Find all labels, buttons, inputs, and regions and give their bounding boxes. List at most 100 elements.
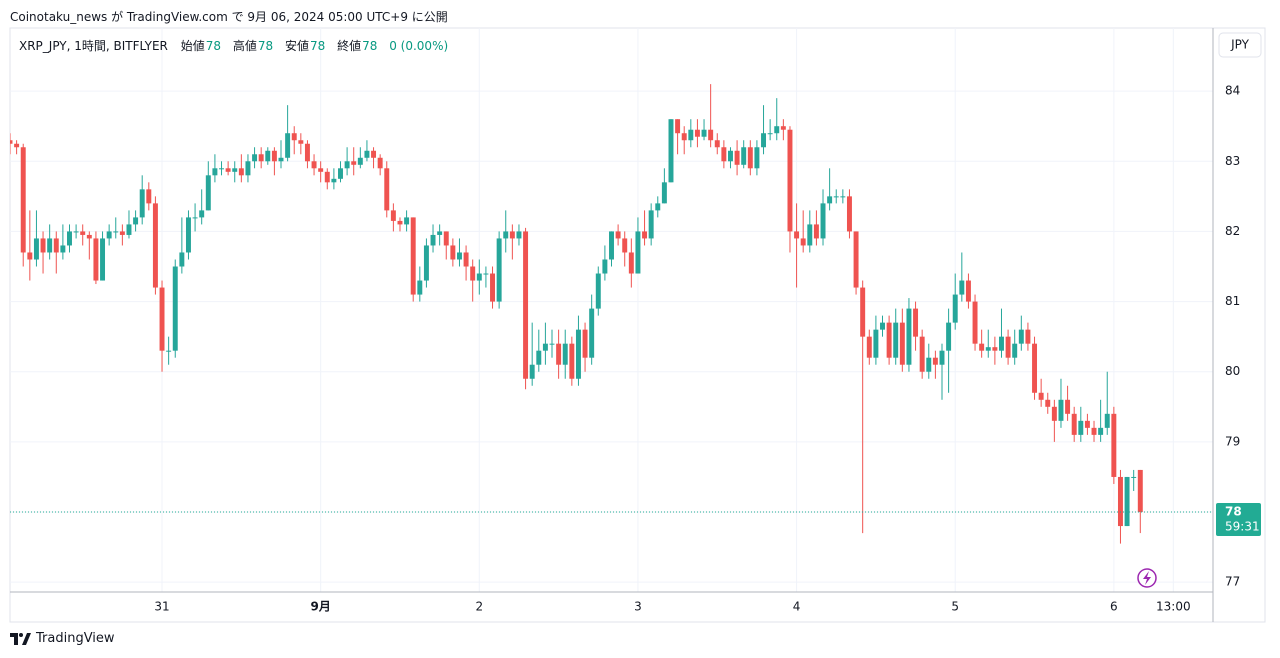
candle-body — [126, 224, 132, 235]
candle-body — [820, 203, 826, 239]
candle-body — [27, 252, 33, 260]
candle-body — [1131, 476, 1137, 478]
candle-body — [219, 168, 224, 170]
candle-body — [913, 308, 919, 337]
candle-body — [827, 196, 833, 204]
candle-body — [754, 147, 760, 169]
candle-body — [734, 150, 740, 165]
currency-button[interactable] — [1218, 32, 1262, 58]
candle-body — [212, 168, 218, 176]
candle-body — [404, 217, 410, 225]
candle-body — [364, 150, 370, 158]
candle-body — [33, 238, 39, 260]
candle-body — [384, 168, 390, 211]
candle-body — [159, 287, 165, 351]
candle-body — [377, 157, 383, 169]
y-tick-label: 80 — [1225, 364, 1240, 378]
candle-body — [205, 175, 211, 211]
candle-body — [542, 343, 548, 351]
candle-body — [675, 119, 681, 134]
x-tick-label: 9月 — [310, 600, 330, 614]
candle-body — [298, 140, 304, 144]
x-tick-label: 13:00 — [1156, 600, 1191, 614]
candle-body — [291, 133, 297, 141]
x-tick-label: 4 — [793, 600, 801, 614]
low-label: 安値 — [284, 39, 309, 53]
change: 0 (0.00%) — [389, 39, 449, 53]
candle-body — [741, 147, 747, 165]
candle-body — [602, 259, 608, 274]
candle-body — [1012, 343, 1018, 358]
candle-body — [331, 178, 337, 183]
candle-body — [1091, 427, 1097, 435]
candle-body — [694, 129, 700, 137]
candle-body — [1051, 406, 1057, 421]
candle-body — [324, 171, 330, 183]
candle-body — [880, 322, 885, 330]
candle-body — [192, 217, 198, 219]
publish-header: Coinotaku_news が TradingView.com で 9月 06… — [10, 10, 448, 24]
candle-body — [152, 203, 158, 288]
candle-body — [893, 322, 899, 358]
candle-body — [430, 234, 436, 246]
candle-body — [60, 245, 66, 253]
footer: TradingView — [10, 631, 115, 646]
candle-body — [265, 150, 271, 162]
candle-body — [1111, 413, 1117, 477]
candle-body — [443, 231, 449, 246]
candle-body — [595, 273, 601, 309]
candle-body — [20, 147, 26, 253]
x-tick-label: 6 — [1110, 600, 1118, 614]
candle-body — [179, 252, 185, 267]
candle-body — [1098, 427, 1104, 435]
candle-body — [833, 196, 839, 198]
currency-label[interactable]: JPY — [1230, 38, 1250, 52]
candle-body — [780, 126, 786, 130]
candle-body — [172, 266, 178, 351]
candle-body — [245, 161, 251, 176]
candle-body — [133, 217, 139, 225]
candle-body — [714, 140, 720, 148]
countdown-label: 59:31 — [1225, 520, 1260, 534]
candle-body — [86, 234, 92, 239]
candle-body — [271, 150, 277, 162]
candle-body — [232, 168, 238, 172]
candle-body — [476, 273, 482, 281]
candle-body — [1084, 420, 1090, 428]
candle-body — [972, 301, 978, 344]
candle-body — [450, 245, 456, 260]
candle-body — [1104, 413, 1110, 428]
candle-body — [463, 252, 469, 267]
high-value: 78 — [257, 39, 274, 53]
y-tick-label: 83 — [1225, 154, 1240, 168]
x-tick-label: 5 — [951, 600, 959, 614]
lightning-icon[interactable] — [1137, 568, 1157, 588]
y-tick-label: 79 — [1225, 434, 1240, 448]
candle-body — [53, 238, 59, 253]
candle-body — [648, 210, 654, 239]
candle-body — [721, 147, 727, 162]
candle-body — [959, 280, 965, 295]
candle-body — [681, 133, 687, 141]
candle-body — [67, 231, 72, 246]
candle-body — [615, 231, 621, 239]
symbol: XRP_JPY, 1時間, BITFLYER — [19, 39, 168, 53]
candle-body — [582, 329, 588, 358]
candles — [10, 84, 1213, 544]
candle-body — [549, 343, 555, 345]
candle-body — [965, 280, 971, 302]
candle-body — [999, 336, 1004, 351]
candle-body — [304, 143, 310, 162]
candle-body — [1058, 399, 1064, 421]
candle-body — [575, 329, 581, 379]
candle-body — [40, 238, 46, 253]
candle-body — [899, 322, 905, 365]
candle-body — [800, 238, 806, 246]
candle-body — [932, 357, 938, 365]
candle-body — [47, 238, 53, 253]
candle-body — [483, 273, 489, 275]
candle-body — [1025, 329, 1031, 344]
candle-body — [655, 203, 661, 211]
candle-body — [1071, 413, 1077, 435]
